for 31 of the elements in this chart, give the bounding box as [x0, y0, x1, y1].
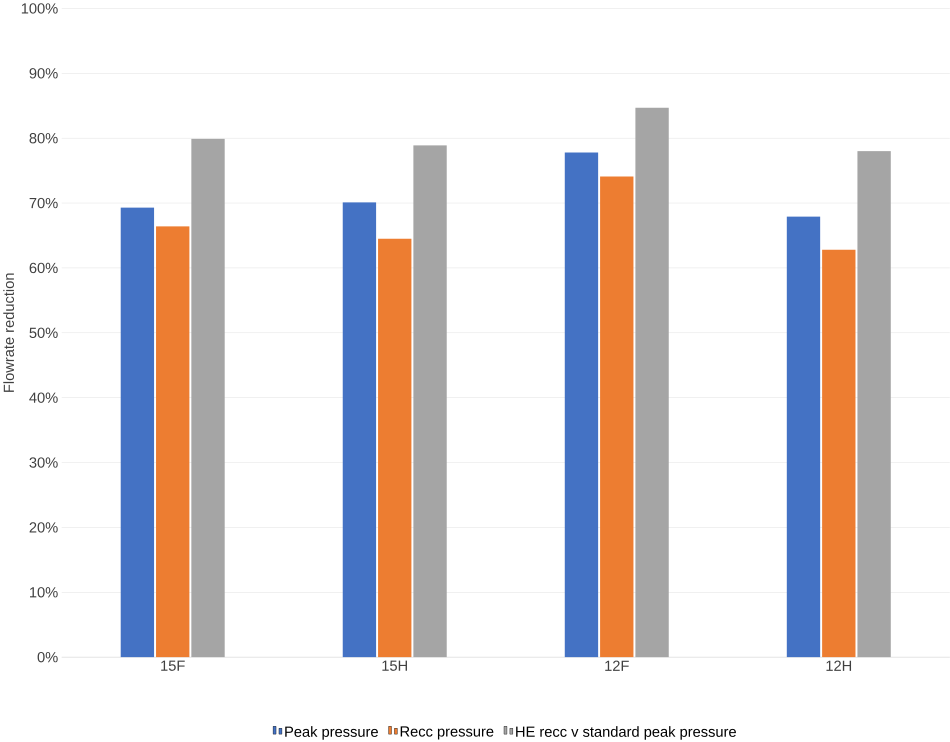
- y-tick-label: 0%: [38, 652, 58, 662]
- y-tick-label: 100%: [22, 3, 58, 14]
- legend-label: HE recc v standard peak pressure: [516, 726, 736, 740]
- legend-label: Peak pressure: [285, 726, 378, 740]
- y-tick-label: 90%: [30, 68, 58, 78]
- bar: [342, 202, 376, 658]
- bar: [191, 138, 225, 658]
- y-tick-label: 40%: [29, 392, 58, 403]
- bar: [120, 208, 154, 658]
- y-tick-label: 70%: [30, 198, 58, 208]
- bar: [635, 108, 669, 658]
- x-tick-label: 12F: [605, 660, 629, 671]
- x-tick-label: 15H: [382, 660, 407, 671]
- bar: [786, 216, 820, 658]
- y-tick-label: 50%: [29, 328, 58, 338]
- bar: [378, 238, 412, 658]
- y-tick-label: 10%: [30, 587, 58, 598]
- x-tick-label: 12H: [826, 660, 852, 671]
- y-tick-label: 30%: [29, 457, 58, 468]
- bar: [857, 151, 891, 658]
- bar: [413, 145, 447, 658]
- legend-label: Recc pressure: [400, 726, 494, 740]
- bar: [600, 176, 634, 658]
- bar: [822, 250, 856, 658]
- y-tick-label: 60%: [30, 262, 58, 274]
- y-tick-label: 80%: [30, 132, 58, 144]
- y-axis-title: Flowrate reduction: [3, 273, 14, 392]
- bar: [564, 152, 598, 658]
- bar: [156, 226, 190, 658]
- y-tick-label: 20%: [30, 522, 58, 533]
- x-tick-label: 15F: [161, 660, 185, 671]
